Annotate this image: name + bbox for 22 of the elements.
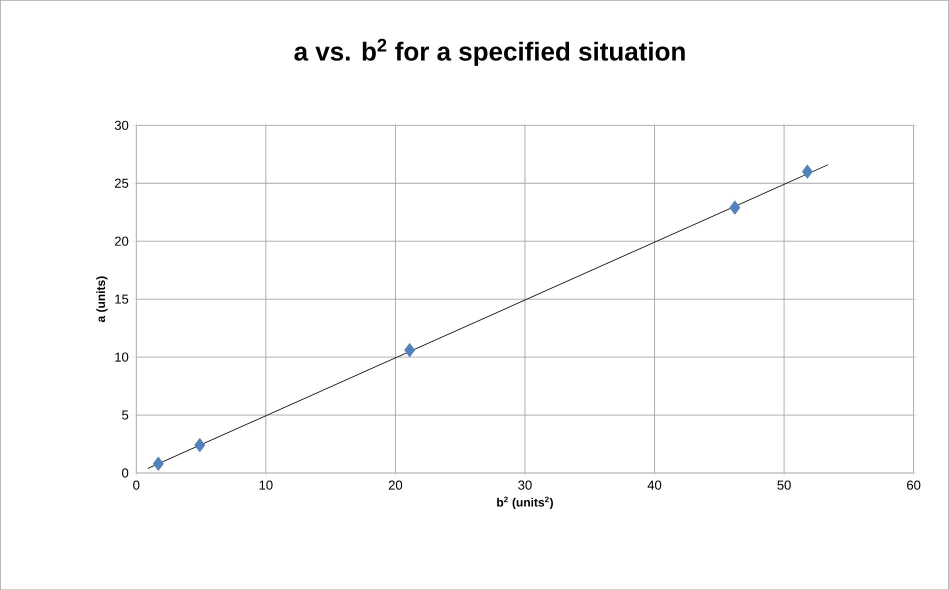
- x-tick-label: 10: [260, 480, 273, 490]
- point: [729, 200, 740, 215]
- point: [404, 342, 416, 358]
- chart-title: a vs. b$^{2}$ for a specified situation: [294, 38, 685, 66]
- x-tick-label: 50: [777, 480, 791, 490]
- y-tick-label: 30: [114, 120, 128, 130]
- x-axis-title: b$^{2}$ (units$^{2}$): [497, 496, 553, 509]
- y-axis-title: a (units): [96, 276, 108, 322]
- x-tick-label: 40: [648, 480, 662, 490]
- x-tick-label: 20: [388, 480, 402, 490]
- y-tick-label: 10: [115, 352, 128, 362]
- y-tick-label: 5: [122, 410, 128, 420]
- point: [152, 456, 164, 471]
- x-tick-label: 30: [518, 480, 532, 490]
- x-tick-label: 60: [907, 480, 920, 490]
- y-tick-label: 15: [115, 294, 128, 304]
- point: [194, 438, 206, 452]
- y-tick-label: 20: [114, 236, 128, 246]
- point: [802, 164, 813, 179]
- y-tick-label: 25: [114, 178, 128, 188]
- y-tick-label: 0: [122, 468, 128, 478]
- x-tick-label: 0: [133, 480, 140, 490]
